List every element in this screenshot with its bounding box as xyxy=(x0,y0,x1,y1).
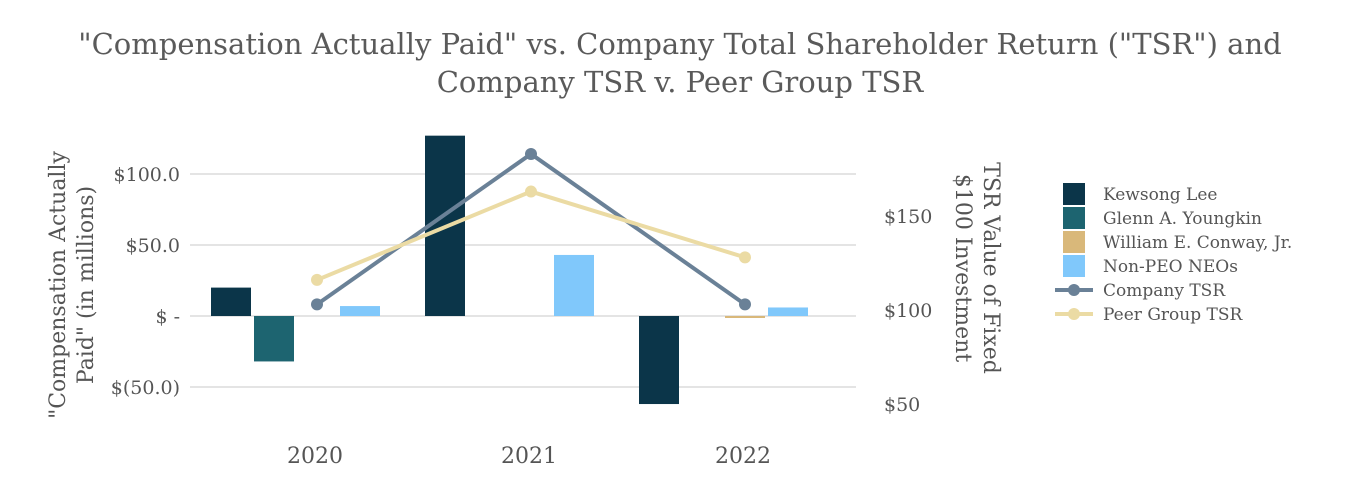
legend-label: Company TSR xyxy=(1103,281,1226,301)
x-tick-label: 2021 xyxy=(501,444,557,469)
legend-swatch xyxy=(1063,207,1085,229)
left-axis-title-line-1: "Compensation Actually xyxy=(46,151,71,419)
left-axis-ticks: $100.0 $50.0 $ - $(50.0) xyxy=(111,164,180,399)
bar-glenn-a-youngkin-2020 xyxy=(254,316,294,362)
legend-swatch xyxy=(1063,183,1085,205)
legend-label: Peer Group TSR xyxy=(1103,305,1243,325)
legend: Kewsong Lee Glenn A. Youngkin William E. C… xyxy=(1055,183,1292,325)
x-tick-label: 2022 xyxy=(715,444,771,469)
legend-marker xyxy=(1068,284,1080,296)
right-tick-label: $150 xyxy=(884,206,932,228)
right-axis-title: TSR Value of Fixed $100 Investment xyxy=(950,162,1003,374)
x-axis-ticks: 2020 2021 2022 xyxy=(287,444,771,469)
right-axis-title-line-1: TSR Value of Fixed xyxy=(978,162,1003,374)
left-tick-label: $100.0 xyxy=(114,164,180,186)
left-tick-label: $ - xyxy=(155,306,180,328)
bar-william-e-conway-jr--2022 xyxy=(725,316,765,318)
right-tick-label: $50 xyxy=(884,394,920,416)
tsr-lines xyxy=(311,147,751,311)
legend-label: Kewsong Lee xyxy=(1103,185,1217,205)
left-axis-title: "Compensation Actually Paid" (in million… xyxy=(46,151,99,419)
left-axis-title-line-2: Paid" (in millions) xyxy=(74,186,99,384)
bar-non-peo-neos-2020 xyxy=(340,306,380,316)
peer-group-tsr-line xyxy=(316,189,746,282)
peer-group-tsr-point-2022 xyxy=(739,251,751,264)
right-axis-title-line-2: $100 Investment xyxy=(950,174,975,362)
bar-non-peo-neos-2021 xyxy=(554,254,594,316)
bar-kewsong-lee-2022 xyxy=(639,316,679,405)
legend-swatch xyxy=(1063,231,1085,253)
legend-swatch xyxy=(1063,255,1085,277)
company-tsr-point-2020 xyxy=(311,298,323,311)
chart-title: "Compensation Actually Paid" vs. Company… xyxy=(78,27,1281,99)
bar-kewsong-lee-2020 xyxy=(211,287,251,316)
x-tick-label: 2020 xyxy=(287,444,343,469)
peer-group-tsr-point-2021 xyxy=(525,185,537,198)
gridlines xyxy=(190,173,856,388)
company-tsr-point-2022 xyxy=(739,298,751,311)
legend-label: Glenn A. Youngkin xyxy=(1103,209,1262,229)
chart-title-line-1: "Compensation Actually Paid" vs. Company… xyxy=(78,27,1281,61)
legend-label: Non-PEO NEOs xyxy=(1103,257,1238,277)
legend-marker xyxy=(1068,308,1080,320)
company-tsr-point-2021 xyxy=(525,147,537,160)
left-tick-label: $(50.0) xyxy=(111,377,180,399)
peer-group-tsr-point-2020 xyxy=(311,273,323,286)
bar-non-peo-neos-2022 xyxy=(768,307,808,316)
left-tick-label: $50.0 xyxy=(126,235,180,257)
bars xyxy=(211,135,808,405)
legend-label: William E. Conway, Jr. xyxy=(1103,233,1292,253)
chart-title-line-2: Company TSR v. Peer Group TSR xyxy=(437,65,925,99)
right-axis-ticks: $150 $100 $50 xyxy=(884,206,932,416)
company-tsr-line xyxy=(315,151,747,306)
right-tick-label: $100 xyxy=(884,300,932,322)
